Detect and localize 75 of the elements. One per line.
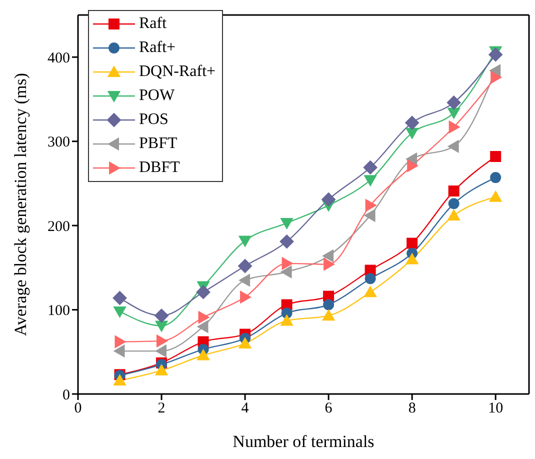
point <box>322 250 334 262</box>
point <box>197 320 208 333</box>
point <box>364 209 376 222</box>
legend-label: POS <box>139 111 168 129</box>
point <box>489 190 502 202</box>
point <box>322 310 335 321</box>
x-axis-title: Number of terminals <box>232 432 374 451</box>
point <box>155 320 168 332</box>
point <box>365 199 376 212</box>
point <box>239 274 250 287</box>
point <box>238 236 252 247</box>
x-tick-label: 8 <box>408 400 416 417</box>
point <box>363 160 378 174</box>
point <box>280 266 292 278</box>
legend-label: DBFT <box>139 159 180 177</box>
point <box>197 349 210 360</box>
legend-label: PBFT <box>139 135 178 153</box>
point <box>323 299 334 310</box>
point <box>238 337 252 348</box>
point <box>196 285 210 300</box>
point <box>281 308 292 319</box>
point <box>448 198 460 210</box>
point <box>280 234 294 249</box>
point <box>154 308 169 323</box>
point <box>406 128 418 139</box>
point <box>114 374 126 386</box>
point <box>448 120 460 134</box>
y-tick-label: 0 <box>62 387 70 404</box>
y-tick-label: 300 <box>48 134 70 151</box>
point <box>280 218 294 230</box>
point <box>364 273 376 284</box>
point <box>490 172 502 184</box>
point <box>446 96 461 110</box>
point <box>156 344 167 358</box>
x-tick-label: 10 <box>488 400 504 417</box>
point <box>155 364 168 376</box>
point <box>114 344 125 358</box>
point <box>490 150 502 162</box>
legend-label: Raft <box>139 15 167 33</box>
legend-label: POW <box>139 87 175 105</box>
point <box>282 257 293 270</box>
point <box>364 286 377 298</box>
x-tick-label: 6 <box>324 400 333 417</box>
y-tick-label: 100 <box>48 303 70 320</box>
point <box>405 116 420 130</box>
point <box>198 311 210 324</box>
point <box>324 258 335 271</box>
legend-label: Raft+ <box>139 39 176 57</box>
point <box>448 140 459 153</box>
x-tick-label: 2 <box>158 400 166 417</box>
y-tick-label: 400 <box>48 50 70 66</box>
y-axis-title: Average block generation latency (ms) <box>11 72 30 336</box>
point <box>156 334 168 348</box>
point <box>406 238 418 249</box>
point <box>114 306 126 318</box>
point <box>448 186 460 197</box>
point <box>114 336 126 348</box>
legend-label: DQN-Raft+ <box>139 63 216 81</box>
point <box>364 175 377 186</box>
point <box>238 258 252 273</box>
point <box>490 71 502 84</box>
point <box>448 209 460 220</box>
point <box>407 160 418 172</box>
x-tick-label: 0 <box>74 400 82 417</box>
point <box>112 290 127 305</box>
y-tick-label: 200 <box>48 218 70 235</box>
point <box>322 192 336 206</box>
point <box>488 48 503 62</box>
point <box>406 253 418 264</box>
x-tick-label: 4 <box>241 400 250 417</box>
point <box>448 108 460 119</box>
point <box>406 152 418 166</box>
point <box>240 290 252 304</box>
point <box>280 314 294 326</box>
point <box>490 64 501 77</box>
